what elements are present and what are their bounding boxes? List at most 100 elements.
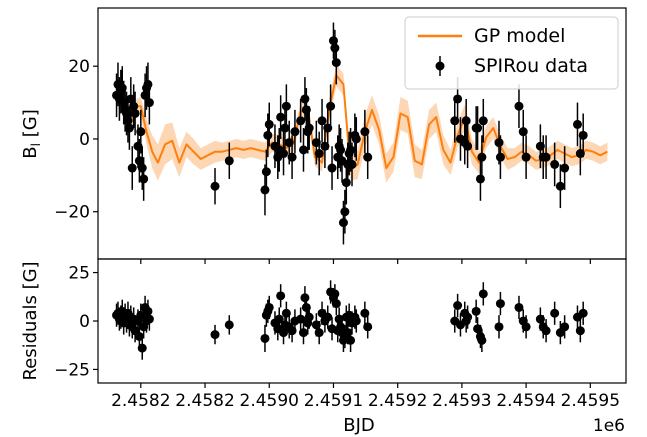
x-tick-label: 2.4582 <box>175 391 234 411</box>
top-y-tick-label: 20 <box>68 57 90 77</box>
bottom-y-axis-label: Residuals [G] <box>20 261 41 380</box>
spirou-data-point <box>314 149 324 159</box>
residual-point <box>351 316 361 326</box>
spirou-data-point <box>260 185 270 195</box>
residual-point <box>210 330 220 340</box>
residual-point <box>478 289 488 299</box>
x-tick-label: 2.4590 <box>240 391 299 411</box>
spirou-data-point <box>280 123 290 133</box>
spirou-data-point <box>327 163 337 173</box>
top-y-axis-label-sub: l <box>29 143 43 146</box>
x-axis-label: BJD <box>343 415 375 436</box>
spirou-data-point <box>541 152 551 162</box>
spirou-data-point <box>144 98 154 108</box>
spirou-data-point <box>281 101 291 111</box>
residual-point <box>477 335 487 345</box>
spirou-data-point <box>300 94 310 104</box>
spirou-data-point <box>340 207 350 217</box>
spirou-data-point <box>461 116 471 126</box>
bottom-panel: 250−25 2.4582 2.4582 2.4590 2.4591 2.4592 2.4… <box>20 258 627 436</box>
spirou-data-point <box>478 116 488 126</box>
spirou-data-point <box>124 123 134 133</box>
residual-point <box>514 302 524 312</box>
residual-point <box>274 314 284 324</box>
spirou-data-point <box>336 145 346 155</box>
spirou-data-point <box>514 101 524 111</box>
legend-gp-label: GP model <box>474 25 565 47</box>
spirou-data-point <box>560 163 570 173</box>
residual-point <box>453 301 463 310</box>
spirou-data-point <box>224 156 234 166</box>
x-tick-label: 2.4594 <box>496 391 555 411</box>
spirou-data-point <box>351 134 361 144</box>
bottom-y-ticks: 25 0 −25 <box>54 264 98 380</box>
spirou-data-point <box>473 123 483 133</box>
spirou-data-point <box>495 152 505 162</box>
spirou-data-point <box>143 79 153 89</box>
spirou-data-point <box>453 94 463 104</box>
residual-point <box>264 302 274 312</box>
spirou-data-point <box>360 127 370 137</box>
spirou-data-point <box>521 152 531 162</box>
spirou-data-point <box>326 101 336 111</box>
spirou-data-point <box>330 43 340 53</box>
spirou-data-point <box>341 178 351 188</box>
x-tick-label: 2.4593 <box>432 391 491 411</box>
x-tick-label: 2.4591 <box>304 391 363 411</box>
spirou-data-point <box>137 163 147 173</box>
gp-model-line <box>115 74 608 171</box>
spirou-data-point <box>264 119 274 129</box>
residual-point <box>260 333 270 343</box>
spirou-data-point <box>210 181 220 191</box>
residual-point <box>495 299 505 309</box>
residual-point <box>521 322 531 332</box>
gp-confidence-band <box>116 64 608 183</box>
top-y-tick-label: 0 <box>79 130 90 150</box>
spirou-data-point <box>331 58 341 68</box>
residual-point <box>300 293 310 303</box>
spirou-data-point <box>129 101 139 111</box>
spirou-data-point <box>518 127 528 137</box>
residual-point <box>363 322 373 332</box>
spirou-data-point <box>287 152 297 162</box>
residual-point <box>346 335 356 345</box>
spirou-data-point <box>276 112 286 122</box>
top-panel: 20 0 −20 Bl [G] GP model SPIRou data <box>20 7 627 264</box>
residual-point <box>560 322 570 332</box>
spirou-data-point <box>304 123 314 133</box>
residual-point <box>224 320 234 330</box>
spirou-data-point <box>279 149 289 159</box>
residual-point <box>575 326 585 336</box>
spirou-data-point <box>477 152 487 162</box>
spirou-data-point <box>338 218 348 228</box>
x-offset-text: 1e6 <box>593 416 625 436</box>
residual-point <box>144 314 154 324</box>
bottom-plot-area <box>112 280 588 360</box>
residual-point <box>471 306 481 316</box>
spirou-data-point <box>550 159 560 169</box>
top-y-axis-label: Bl [G] <box>20 109 43 158</box>
top-y-ticks: 20 0 −20 <box>54 57 98 223</box>
spirou-data-point <box>136 127 146 137</box>
spirou-data-point <box>296 116 306 126</box>
residual-point <box>463 312 473 322</box>
spirou-data-point <box>463 141 473 151</box>
spirou-data-point <box>298 145 308 155</box>
spirou-data-point <box>572 119 582 129</box>
spirou-data-point <box>317 116 327 126</box>
bottom-y-tick-label: 0 <box>79 312 90 332</box>
spirou-data-point <box>578 130 588 140</box>
spirou-data-point <box>346 145 356 155</box>
spirou-data-point <box>290 127 300 137</box>
x-tick-label: 2.4595 <box>561 391 620 411</box>
residual-point <box>550 308 560 318</box>
residual-point <box>541 326 551 336</box>
spirou-data-point <box>347 159 357 169</box>
spirou-data-point <box>261 167 271 177</box>
top-y-axis-label-main: B <box>20 146 41 158</box>
legend-data-label: SPIRou data <box>474 55 588 77</box>
residual-point <box>330 289 340 299</box>
residual-point <box>331 299 341 309</box>
residual-point <box>279 328 289 338</box>
